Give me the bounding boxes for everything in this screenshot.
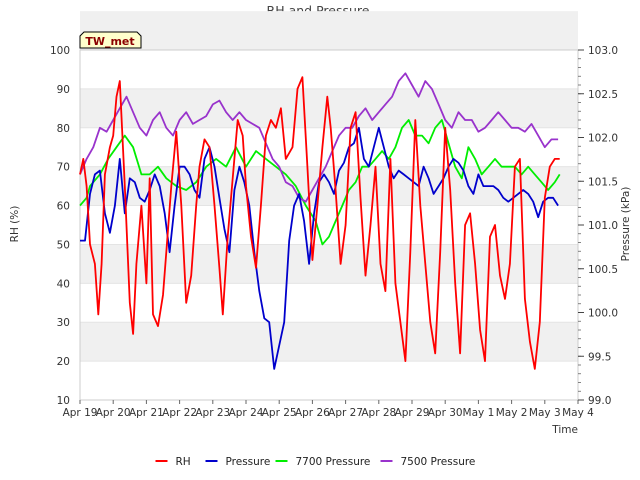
legend-label: RH — [176, 456, 191, 468]
y-left-tick-label: 20 — [57, 356, 70, 368]
x-tick-label: Apr 22 — [162, 407, 197, 419]
y-left-tick-label: 100 — [50, 45, 70, 57]
y-left-tick-label: 50 — [57, 239, 70, 251]
y-right-tick-label: 100.5 — [588, 264, 618, 276]
x-tick-label: Apr 20 — [96, 407, 131, 419]
y-left-tick-label: 90 — [57, 84, 70, 96]
y-right-tick-label: 99.0 — [588, 395, 611, 407]
series-layer — [79, 72, 561, 370]
y-axis-right: 99.0 99.5 100.0 100.5 101.0 101.5 102.0 102.5 10… — [578, 45, 618, 407]
x-tick-label: Apr 24 — [229, 407, 264, 419]
y-left-tick-label: 30 — [57, 317, 70, 329]
legend-label: 7700 Pressure — [296, 456, 371, 468]
x-tick-label: May 1 — [463, 407, 495, 419]
x-tick-label: May 2 — [496, 407, 528, 419]
y-axis-left-title: RH (%) — [9, 206, 21, 243]
y-axis-right-title: Pressure (kPa) — [620, 187, 632, 262]
legend-item: RH — [155, 456, 191, 468]
x-tick-label: Apr 28 — [361, 407, 396, 419]
x-tick-label: Apr 26 — [295, 407, 330, 419]
y-left-tick-label: 60 — [57, 201, 70, 213]
series-line-rh — [79, 76, 560, 370]
legend-label: Pressure — [226, 456, 271, 468]
x-tick-label: Apr 29 — [395, 407, 430, 419]
grid-band — [80, 322, 578, 362]
x-tick-label: Apr 21 — [129, 407, 164, 419]
x-tick-label: Apr 23 — [195, 407, 230, 419]
y-right-tick-label: 102.0 — [588, 133, 618, 145]
y-right-tick-label: 101.5 — [588, 176, 618, 188]
legend-item: 7700 Pressure — [275, 456, 371, 468]
y-left-tick-label: 80 — [57, 123, 70, 135]
legend-label: 7500 Pressure — [401, 456, 476, 468]
x-tick-label: Apr 19 — [63, 407, 98, 419]
station-tag-box — [79, 31, 142, 49]
x-tick-label: May 3 — [529, 407, 561, 419]
grid-band — [80, 166, 578, 206]
y-left-tick-label: 10 — [57, 395, 70, 407]
y-right-tick-label: 101.0 — [588, 220, 618, 232]
y-right-tick-label: 103.0 — [588, 45, 618, 57]
y-axis-left: 10 20 30 40 50 60 70 80 90 100 — [50, 45, 70, 407]
x-axis-title: Time — [551, 424, 578, 436]
y-left-tick-label: 40 — [57, 278, 70, 290]
legend-item: 7500 Pressure — [380, 456, 476, 468]
x-tick-label: Apr 27 — [328, 407, 363, 419]
y-right-tick-label: 99.5 — [588, 351, 611, 363]
legend-item: Pressure — [205, 456, 271, 468]
grid-band — [80, 244, 578, 284]
y-right-tick-label: 102.5 — [588, 89, 618, 101]
x-tick-label: Apr 30 — [428, 407, 463, 419]
y-right-tick-label: 100.0 — [588, 308, 618, 320]
x-tick-label: Apr 25 — [262, 407, 297, 419]
station-tag-label: TW_met — [85, 35, 134, 48]
y-left-tick-label: 70 — [57, 162, 70, 174]
x-tick-label: May 4 — [562, 407, 594, 419]
grid-band — [80, 11, 578, 50]
legend: RH Pressure 7700 Pressure 7500 Pressure — [155, 456, 476, 468]
station-tag: TW_met — [79, 31, 142, 49]
series-line-7700-pressure — [79, 119, 561, 246]
plot-background-bands — [80, 11, 578, 362]
